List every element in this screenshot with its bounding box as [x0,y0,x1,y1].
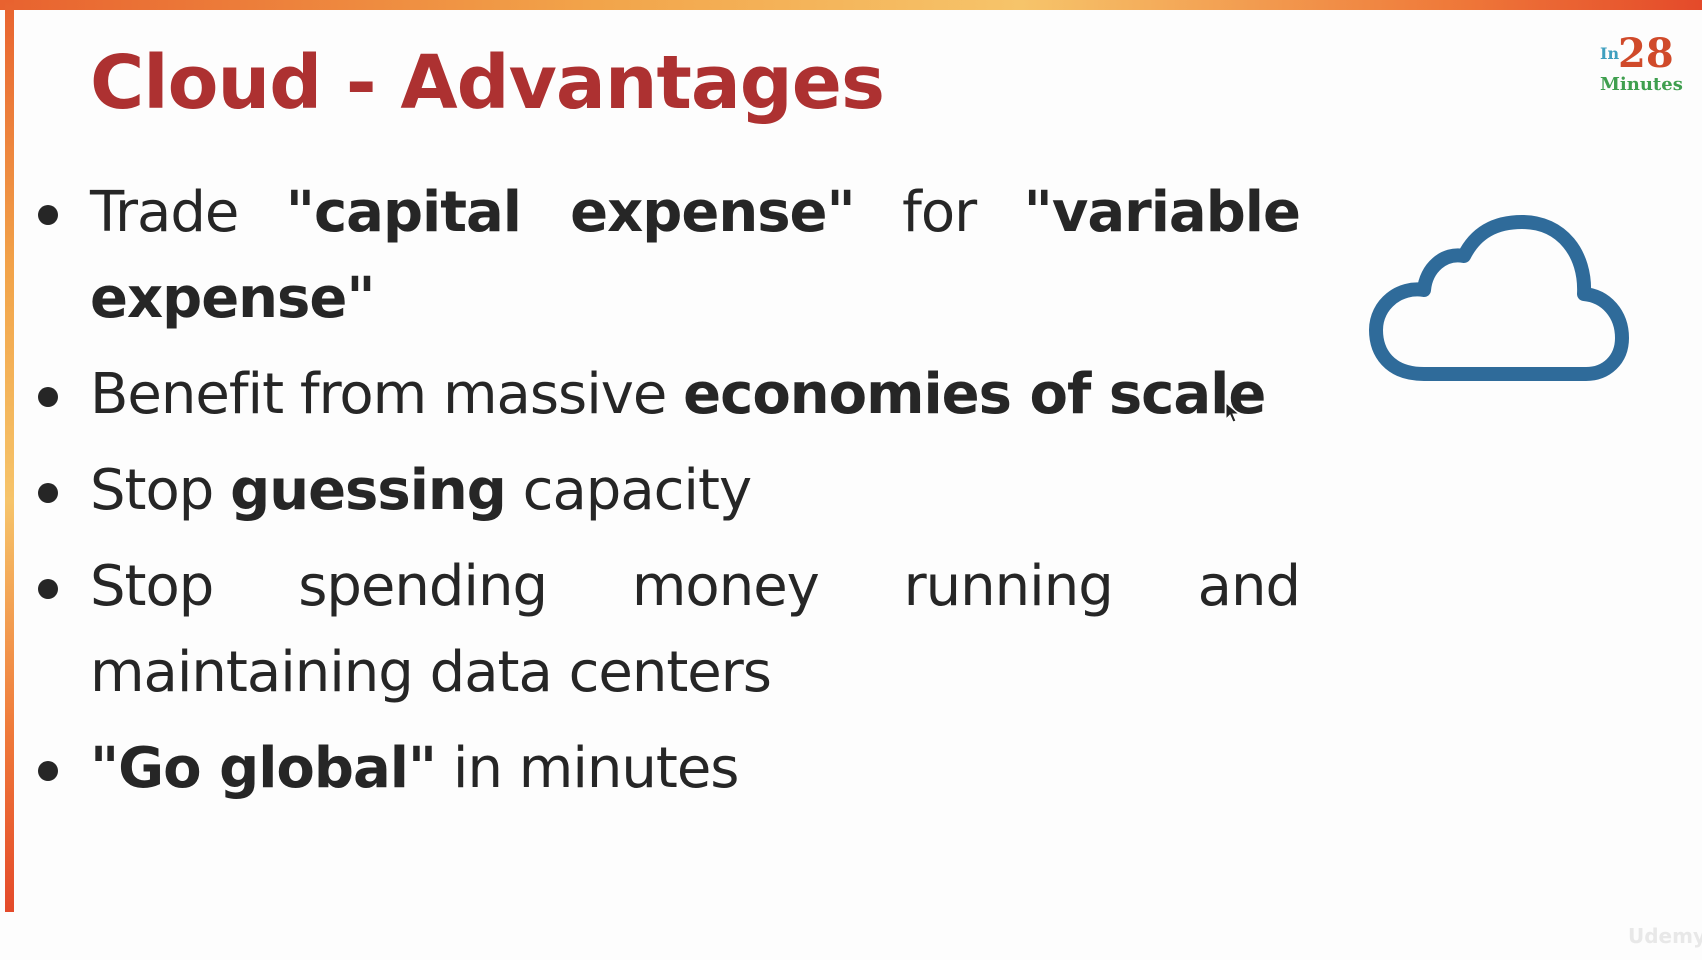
bullet-text: Stop spending money running and maintain… [90,554,1301,705]
bullet-text: capacity [505,458,752,523]
bullet-item: Stop spending money running and maintain… [30,544,1301,716]
bullet-text: Stop [90,458,231,523]
bullet-item: Stop guessing capacity [30,448,1300,534]
slide-title: Cloud - Advantages [90,40,885,126]
udemy-watermark: Udemy [1628,924,1702,948]
logo-prefix: In [1600,44,1620,63]
logo-suffix: Minutes [1600,74,1683,95]
bullet-item: Trade "capital expense" for "variable ex… [30,170,1301,342]
top-accent-bar [0,0,1702,10]
bullet-text: Benefit from massive [90,362,684,427]
bullet-text: Trade [90,180,286,245]
mouse-cursor-icon [1225,402,1241,423]
bullet-text-bold: guessing [230,458,507,523]
bullet-item: Benefit from massive economies of scale [30,352,1300,438]
bullet-text: in minutes [436,736,740,801]
in28minutes-logo: In 28 Minutes [1590,30,1683,96]
bullet-text-bold: "variable expense" [90,180,1301,331]
bullet-text-bold: "Go global" [90,736,437,801]
bullet-text: for [854,180,1024,245]
bullet-text-bold: economies of scale [683,362,1266,427]
logo-number: 28 [1618,30,1674,77]
bullet-item: "Go global" in minutes [30,726,1300,812]
cloud-icon [1369,215,1629,381]
advantages-list: Trade "capital expense" for "variable ex… [30,170,1301,822]
bullet-text-bold: "capital expense" [285,180,856,245]
left-accent-bar [5,0,14,912]
